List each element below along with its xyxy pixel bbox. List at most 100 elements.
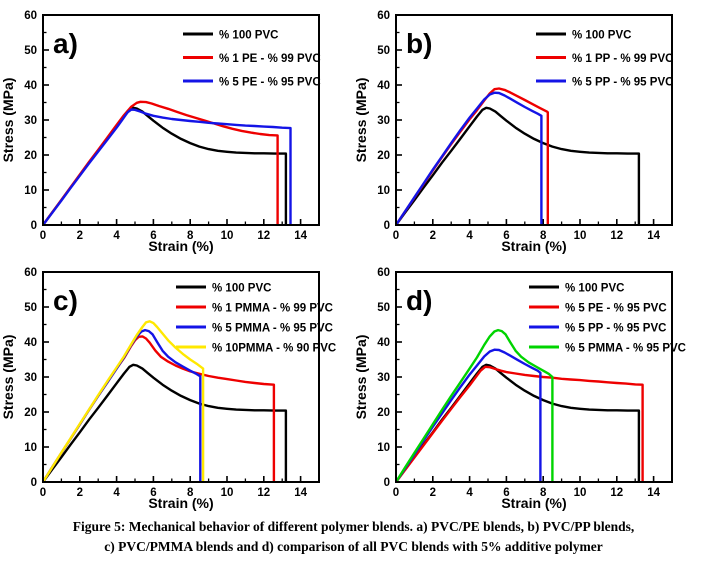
- legend-label: % 1 PMMA - % 99 PVC: [212, 303, 333, 315]
- x-tick-label: 12: [257, 487, 270, 499]
- y-tick-label: 60: [24, 10, 37, 22]
- legend-label: % 5 PMMA - % 95 PVC: [212, 323, 333, 335]
- panel-letter: d): [406, 285, 432, 316]
- x-tick-label: 0: [393, 230, 399, 242]
- y-tick-label: 0: [384, 220, 390, 232]
- y-tick-label: 60: [24, 267, 37, 279]
- y-axis-label: Stress (MPa): [353, 335, 369, 420]
- chart-a: 0 2 4 6 8 10 12 14 0 10 20 30 40 50 60 % 100 PVC % 1 PE …: [0, 10, 321, 254]
- x-tick-label: 10: [221, 230, 234, 242]
- x-tick-label: 14: [647, 230, 660, 242]
- x-tick-label: 14: [294, 487, 307, 499]
- series-100-pvc: [395, 106, 641, 226]
- y-tick-label: 50: [377, 302, 390, 314]
- x-tick-label: 12: [610, 487, 623, 499]
- x-tick-label: 6: [150, 230, 156, 242]
- panel-letter: a): [53, 28, 78, 59]
- series-group: [42, 100, 292, 226]
- x-tick-label: 8: [540, 487, 547, 499]
- x-tick-label: 4: [113, 487, 120, 499]
- y-tick-label: 50: [24, 45, 37, 57]
- x-tick-label: 2: [77, 230, 83, 242]
- axes: 0 2 4 6 8 10 12 14 0 10 20 30 40 50 60: [24, 10, 307, 242]
- plot-frame: [395, 271, 673, 483]
- panel-letter: b): [406, 28, 432, 59]
- y-tick-label: 40: [377, 80, 390, 92]
- chart-c: 0 2 4 6 8 10 12 14 0 10 20 30 40 50 60 % 100 PVC % 1 PMM…: [0, 267, 336, 511]
- x-tick-label: 2: [430, 487, 436, 499]
- y-axis-label: Stress (MPa): [0, 335, 16, 420]
- y-tick-label: 10: [24, 185, 37, 197]
- x-axis-label: Strain (%): [501, 238, 566, 254]
- plot-frame: [42, 271, 320, 483]
- x-tick-label: 10: [221, 487, 234, 499]
- y-tick-label: 50: [24, 302, 37, 314]
- axes: 0 2 4 6 8 10 12 14 0 10 20 30 40 50 60: [377, 10, 660, 242]
- legend-label: % 5 PMMA - % 95 PVC: [565, 343, 686, 355]
- plot-frame: [395, 14, 673, 226]
- x-tick-label: 4: [466, 230, 473, 242]
- panels-grid: 0 2 4 6 8 10 12 14 0 10 20 30 40 50 60% 100 PVC% 1 PE …: [0, 0, 706, 514]
- legend: % 100 PVC % 1 PE - % 99 PVC % 5 PE - % 95 …: [183, 30, 321, 89]
- series-5-pmma-95-pvc: [41, 328, 202, 483]
- x-tick-label: 4: [113, 230, 120, 242]
- x-tick-label: 14: [294, 230, 307, 242]
- x-axis-label: Strain (%): [148, 238, 213, 254]
- y-tick-label: 0: [31, 220, 37, 232]
- x-tick-label: 6: [503, 230, 509, 242]
- y-tick-label: 0: [384, 477, 390, 489]
- y-tick-label: 30: [377, 115, 390, 127]
- series-1-pe-99-pvc: [42, 100, 279, 226]
- y-tick-label: 40: [377, 337, 390, 349]
- legend-label: % 100 PVC: [565, 283, 624, 295]
- legend: % 100 PVC % 1 PP - % 99 PVC % 5 PP - % 95 …: [536, 30, 673, 89]
- chart-d: 0 2 4 6 8 10 12 14 0 10 20 30 40 50 60 % 100 PVC % 5 PE …: [353, 267, 686, 511]
- x-tick-label: 8: [187, 230, 194, 242]
- x-axis-label: Strain (%): [148, 495, 213, 511]
- legend-label: % 1 PE - % 99 PVC: [219, 53, 321, 65]
- panel-b: 0 2 4 6 8 10 12 14 0 10 20 30 40 50 60 % 100 PVC % 1 PP …: [353, 0, 706, 257]
- y-tick-label: 0: [31, 477, 37, 489]
- x-tick-label: 4: [466, 487, 473, 499]
- y-tick-label: 30: [24, 115, 37, 127]
- series-100-pvc: [42, 363, 288, 483]
- panel-c: 0 2 4 6 8 10 12 14 0 10 20 30 40 50 60 % 100 PVC % 1 PMM…: [0, 257, 353, 514]
- y-tick-label: 20: [24, 150, 37, 162]
- legend-label: % 5 PP - % 95 PVC: [565, 323, 666, 335]
- legend-label: % 10PMMA - % 90 PVC: [212, 343, 336, 355]
- y-tick-label: 60: [377, 267, 390, 279]
- x-tick-label: 6: [503, 487, 509, 499]
- y-tick-label: 60: [377, 10, 390, 22]
- x-tick-label: 8: [540, 230, 547, 242]
- legend-label: % 5 PE - % 95 PVC: [219, 77, 321, 89]
- legend-label: % 100 PVC: [219, 30, 278, 42]
- legend-label: % 5 PE - % 95 PVC: [565, 303, 667, 315]
- y-tick-label: 10: [377, 442, 390, 454]
- y-tick-label: 30: [377, 372, 390, 384]
- x-tick-label: 12: [610, 230, 623, 242]
- axes: 0 2 4 6 8 10 12 14 0 10 20 30 40 50 60: [377, 267, 660, 499]
- series-group: [394, 328, 644, 483]
- y-tick-label: 40: [24, 80, 37, 92]
- series-5-pp-95-pvc: [395, 91, 543, 226]
- y-tick-label: 10: [24, 442, 37, 454]
- chart-b: 0 2 4 6 8 10 12 14 0 10 20 30 40 50 60 % 100 PVC % 1 PP …: [353, 10, 673, 254]
- series-10pmma-90-pvc: [41, 320, 205, 483]
- y-axis-label: Stress (MPa): [0, 78, 16, 163]
- figure-caption: Figure 5: Mechanical behavior of differe…: [0, 517, 707, 558]
- panel-d: 0 2 4 6 8 10 12 14 0 10 20 30 40 50 60 % 100 PVC % 5 PE …: [353, 257, 706, 514]
- series-5-pe-95-pvc: [395, 365, 644, 483]
- x-tick-label: 2: [77, 487, 83, 499]
- legend: % 100 PVC % 5 PE - % 95 PVC % 5 PP - % 95 …: [529, 283, 686, 355]
- series-1-pp-99-pvc: [395, 87, 550, 226]
- x-tick-label: 10: [574, 230, 587, 242]
- panel-a: 0 2 4 6 8 10 12 14 0 10 20 30 40 50 60 % 100 PVC % 1 PE …: [0, 0, 353, 257]
- x-tick-label: 6: [150, 487, 156, 499]
- x-tick-label: 14: [647, 487, 660, 499]
- y-tick-label: 30: [24, 372, 37, 384]
- panel-letter: c): [53, 285, 78, 316]
- y-tick-label: 20: [377, 407, 390, 419]
- legend-label: % 1 PP - % 99 PVC: [572, 53, 673, 65]
- legend-label: % 100 PVC: [572, 30, 631, 42]
- plot-frame: [42, 14, 320, 226]
